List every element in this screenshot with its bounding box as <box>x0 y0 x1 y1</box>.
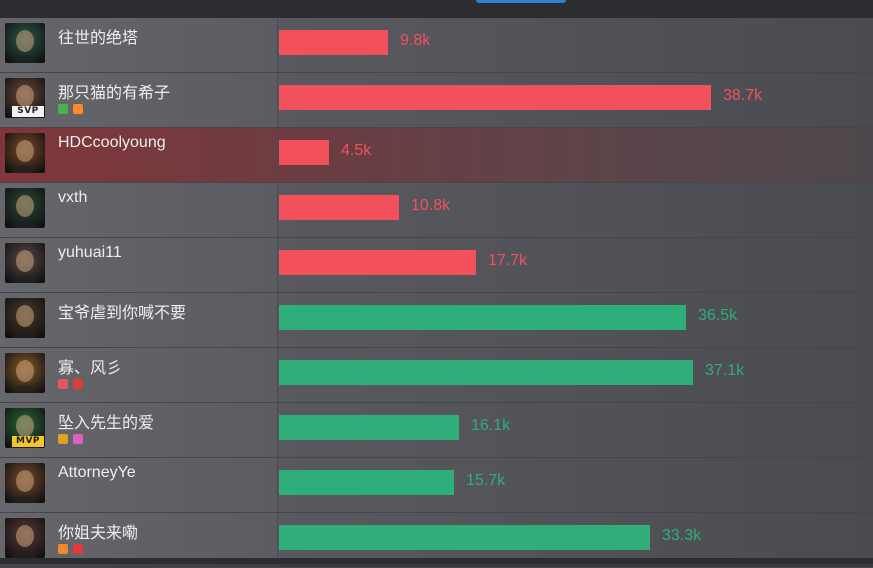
red-tag-icon <box>73 379 83 389</box>
damage-value-label: 37.1k <box>705 362 745 379</box>
damage-value-label: 9.8k <box>400 32 431 49</box>
champion-portrait-icon[interactable] <box>5 188 45 228</box>
red-tag-icon <box>73 544 83 554</box>
champion-portrait-icon[interactable] <box>5 23 45 63</box>
damage-bar <box>279 30 388 55</box>
bar-area: 38.7k <box>278 73 873 127</box>
player-tags <box>58 379 88 391</box>
damage-bar <box>279 525 650 550</box>
player-name[interactable]: 寡、风彡 <box>58 360 123 377</box>
champion-portrait-icon[interactable] <box>5 243 45 283</box>
player-name[interactable]: yuhuai11 <box>58 244 122 261</box>
player-tags <box>58 434 88 446</box>
player-row[interactable]: yuhuai11 17.7k <box>0 238 873 293</box>
player-tags <box>58 544 88 556</box>
bar-area: 36.5k <box>278 293 873 347</box>
orange-tag-icon <box>58 544 68 554</box>
bar-area: 37.1k <box>278 348 873 402</box>
damage-bar <box>279 85 711 110</box>
chain-tag-icon <box>58 379 68 389</box>
player-row[interactable]: HDCcoolyoung 4.5k <box>0 128 873 183</box>
pink-tag-icon <box>73 434 83 444</box>
player-tags <box>58 104 88 116</box>
player-row[interactable]: AttorneyYe 15.7k <box>0 458 873 513</box>
damage-value-label: 16.1k <box>471 417 511 434</box>
mvp-badge: MVP <box>12 436 44 447</box>
fire-tag-icon <box>73 104 83 114</box>
bottom-bar <box>0 558 873 564</box>
bar-area: 17.7k <box>278 238 873 292</box>
player-name[interactable]: 往世的绝塔 <box>58 30 139 47</box>
bar-area: 10.8k <box>278 183 873 237</box>
player-name[interactable]: 宝爷虐到你喊不要 <box>58 305 187 322</box>
bar-area: 4.5k <box>278 128 873 182</box>
player-row[interactable]: 宝爷虐到你喊不要 36.5k <box>0 293 873 348</box>
damage-bar <box>279 470 454 495</box>
player-row[interactable]: 寡、风彡 37.1k <box>0 348 873 403</box>
bar-area: 16.1k <box>278 403 873 457</box>
player-name[interactable]: HDCcoolyoung <box>58 134 166 151</box>
player-info: AttorneyYe <box>0 458 278 512</box>
bar-area: 9.8k <box>278 18 873 72</box>
damage-bar <box>279 305 686 330</box>
damage-value-label: 15.7k <box>466 472 506 489</box>
player-info: HDCcoolyoung <box>0 128 278 182</box>
player-info: 宝爷虐到你喊不要 <box>0 293 278 347</box>
damage-bar <box>279 360 693 385</box>
player-name[interactable]: vxth <box>58 189 88 206</box>
champion-portrait-icon[interactable]: MVP <box>5 408 45 448</box>
player-row[interactable]: MVP 坠入先生的爱 16.1k <box>0 403 873 458</box>
damage-value-label: 38.7k <box>723 87 763 104</box>
champion-portrait-icon[interactable] <box>5 518 45 558</box>
damage-bar <box>279 250 476 275</box>
champion-portrait-icon[interactable]: SVP <box>5 78 45 118</box>
damage-bar <box>279 415 459 440</box>
player-info: MVP 坠入先生的爱 <box>0 403 278 457</box>
player-name[interactable]: 坠入先生的爱 <box>58 415 155 432</box>
player-name[interactable]: 那只猫的有希子 <box>58 85 171 102</box>
player-row[interactable]: vxth 10.8k <box>0 183 873 238</box>
player-row[interactable]: 往世的绝塔 9.8k <box>0 18 873 73</box>
champion-portrait-icon[interactable] <box>5 353 45 393</box>
damage-value-label: 17.7k <box>488 252 528 269</box>
champion-portrait-icon[interactable] <box>5 133 45 173</box>
player-info: yuhuai11 <box>0 238 278 292</box>
gold-tag-icon <box>58 434 68 444</box>
champion-portrait-icon[interactable] <box>5 463 45 503</box>
champion-portrait-icon[interactable] <box>5 298 45 338</box>
damage-value-label: 4.5k <box>341 142 372 159</box>
player-info: 寡、风彡 <box>0 348 278 402</box>
player-name[interactable]: 你姐夫来嘞 <box>58 525 139 542</box>
player-info: vxth <box>0 183 278 237</box>
active-tab-indicator[interactable] <box>476 0 566 3</box>
damage-value-label: 33.3k <box>662 527 702 544</box>
damage-value-label: 10.8k <box>411 197 451 214</box>
damage-bar <box>279 195 399 220</box>
bar-area: 33.3k <box>278 513 873 567</box>
damage-chart: 往世的绝塔 9.8k SVP 那只猫的有希子 38.7k HDCcoolyoung 4.5k… <box>0 18 873 568</box>
bar-area: 15.7k <box>278 458 873 512</box>
player-info: SVP 那只猫的有希子 <box>0 73 278 127</box>
damage-bar <box>279 140 329 165</box>
player-info: 往世的绝塔 <box>0 18 278 72</box>
top-bar <box>0 0 873 18</box>
shield-tag-icon <box>58 104 68 114</box>
player-row[interactable]: SVP 那只猫的有希子 38.7k <box>0 73 873 128</box>
svp-badge: SVP <box>12 106 44 117</box>
player-name[interactable]: AttorneyYe <box>58 464 136 481</box>
damage-value-label: 36.5k <box>698 307 738 324</box>
